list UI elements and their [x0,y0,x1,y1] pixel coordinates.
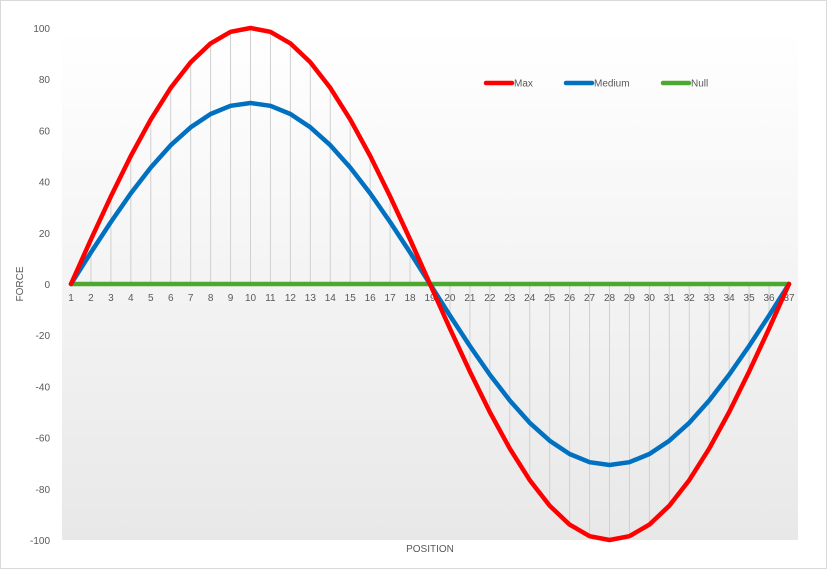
y-tick-label: 100 [33,24,50,35]
y-axis-title: FORCE [15,266,26,301]
x-tick-label: 16 [365,293,377,304]
legend[interactable]: Max Medium Null [483,79,708,90]
series-line-max [68,25,792,543]
legend-item-medium[interactable]: Medium [563,79,630,90]
legend-label: Medium [594,79,630,90]
x-tick-label: 18 [404,293,416,304]
y-tick-label: -100 [30,536,50,547]
x-axis: 1 2 3 4 5 6 7 8 9 10 11 12 13 14 15 16 17 18 19 20 21 22 23 24 2… [68,293,795,304]
x-tick-label: 9 [228,293,234,304]
x-tick-label: 1 [68,293,74,304]
x-tick-label: 7 [188,293,194,304]
x-tick-label: 4 [128,293,134,304]
x-tick-label: 13 [305,293,317,304]
y-tick-label: -40 [36,382,51,393]
x-tick-label: 27 [584,293,596,304]
legend-label: Max [514,79,533,90]
x-tick-label: 19 [424,293,436,304]
x-tick-label: 6 [168,293,174,304]
x-tick-label: 21 [464,293,476,304]
x-tick-label: 2 [88,293,94,304]
x-tick-label: 11 [265,293,276,304]
x-tick-label: 10 [245,293,257,304]
x-tick-label: 31 [664,293,676,304]
x-tick-label: 32 [684,293,696,304]
legend-label: Null [691,79,708,90]
y-tick-label: 40 [39,178,51,189]
legend-item-max[interactable]: Max [483,79,533,90]
x-tick-label: 22 [484,293,496,304]
x-tick-label: 33 [704,293,716,304]
y-tick-label: -80 [36,485,51,496]
y-tick-label: -20 [36,331,51,342]
x-tick-label: 30 [644,293,656,304]
x-tick-label: 15 [345,293,357,304]
y-tick-label: -60 [36,434,51,445]
x-tick-label: 5 [148,293,154,304]
x-tick-label: 8 [208,293,214,304]
x-tick-label: 23 [504,293,516,304]
x-tick-label: 14 [325,293,337,304]
y-tick-label: 20 [39,229,51,240]
x-tick-label: 3 [108,293,114,304]
x-tick-label: 34 [724,293,736,304]
y-axis: 100 80 60 40 20 0 -20 -40 -60 -80 -100 [30,24,50,547]
series-group [68,25,792,543]
legend-item-null[interactable]: Null [660,79,708,90]
y-tick-label: 80 [39,75,51,86]
x-tick-label: 25 [544,293,556,304]
x-tick-label: 35 [744,293,756,304]
x-tick-label: 17 [385,293,397,304]
x-tick-label: 24 [524,293,536,304]
x-tick-label: 28 [604,293,616,304]
x-tick-label: 12 [285,293,297,304]
x-tick-label: 26 [564,293,576,304]
x-axis-title: POSITION [406,544,454,555]
y-tick-label: 60 [39,126,51,137]
x-tick-label: 36 [763,293,775,304]
x-tick-label: 37 [783,293,795,304]
x-tick-label: 29 [624,293,636,304]
x-tick-label: 20 [444,293,456,304]
y-tick-label: 0 [44,280,50,291]
drop-lines [90,28,770,540]
